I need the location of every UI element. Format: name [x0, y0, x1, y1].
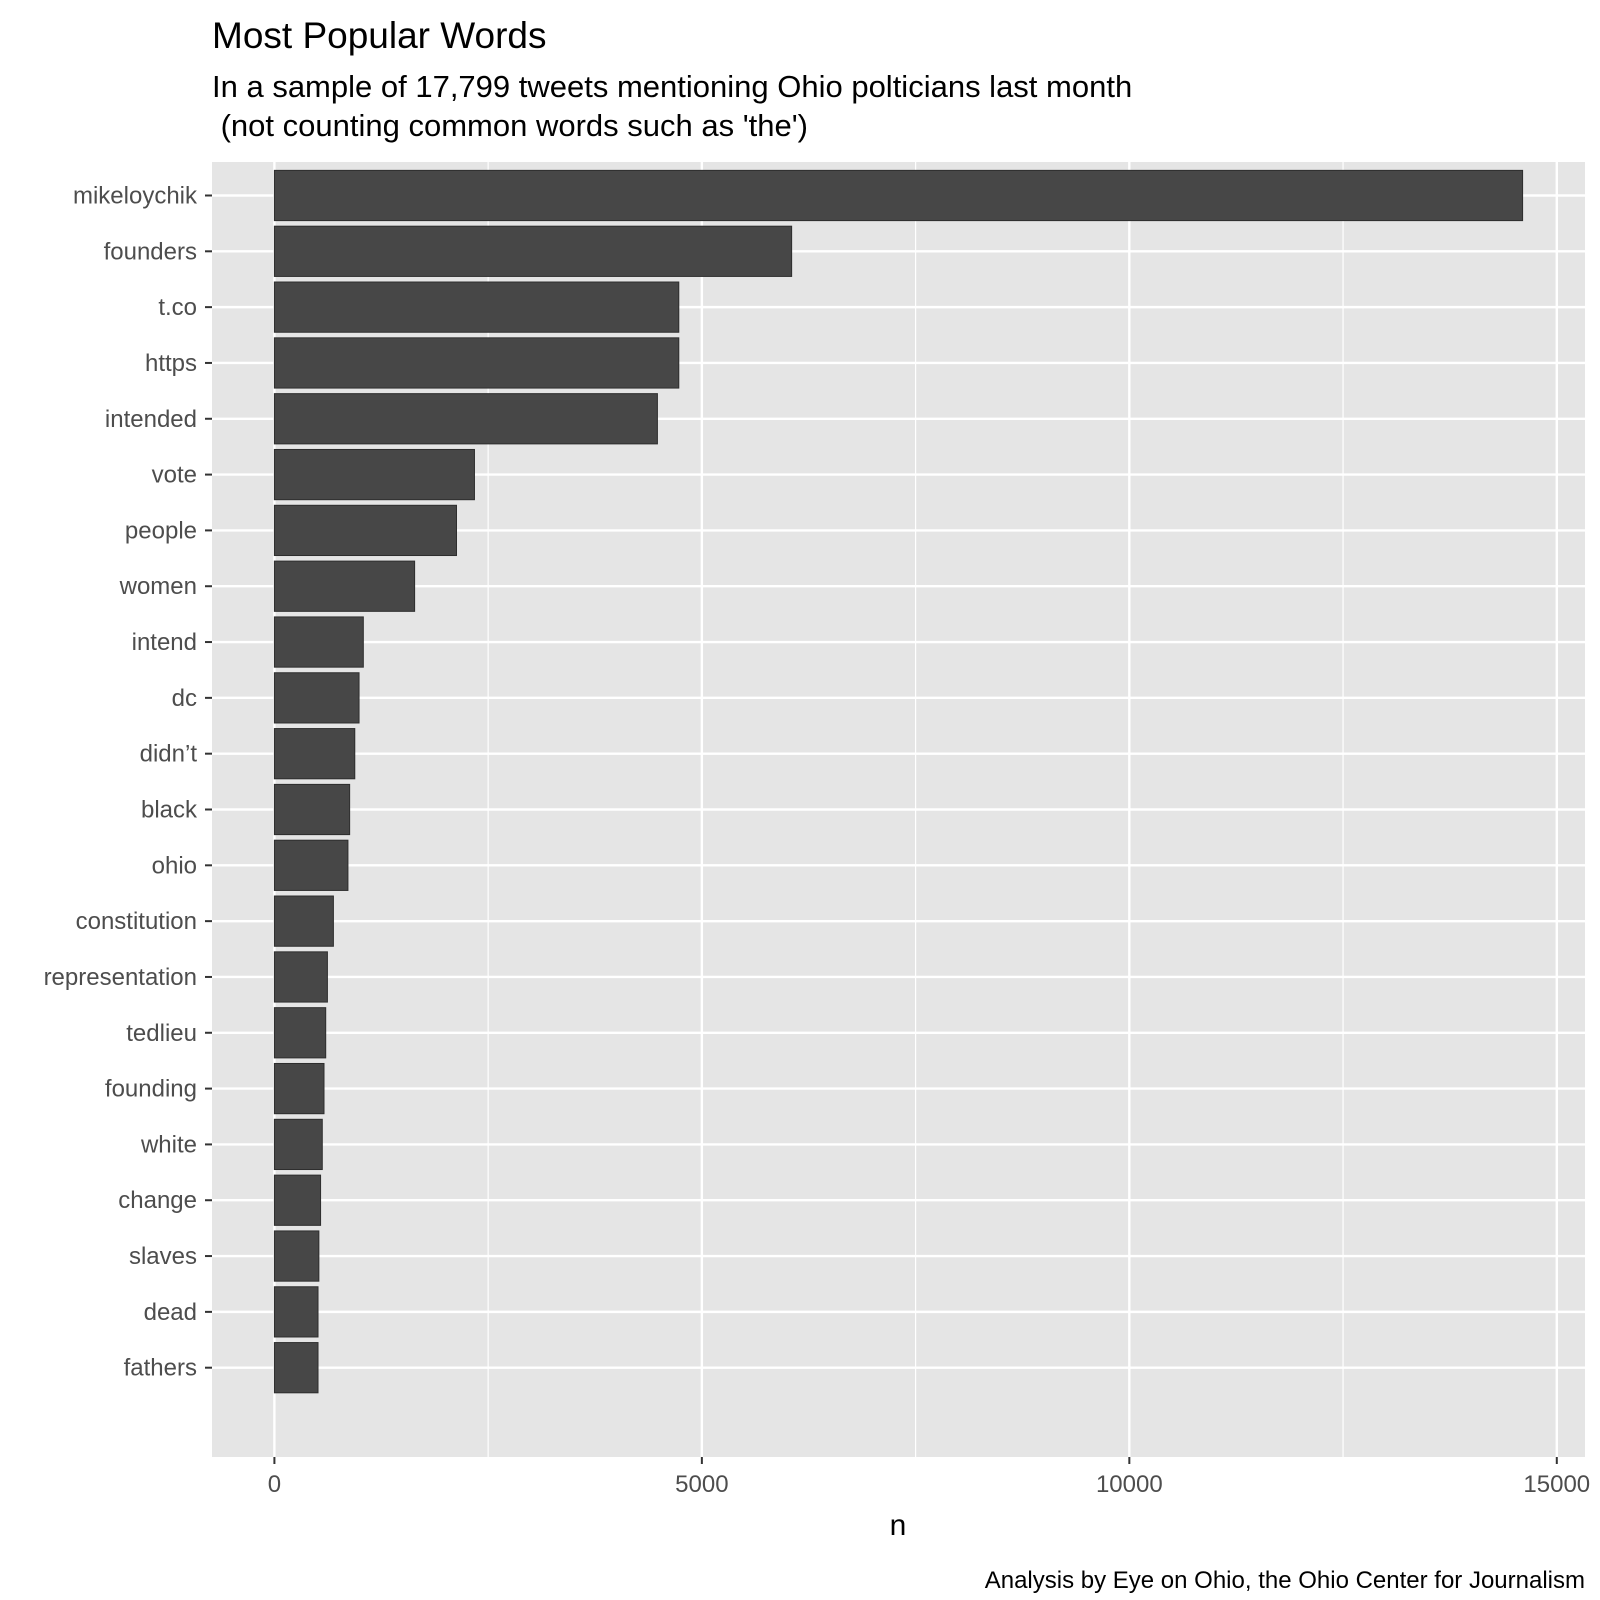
y-tick-label: tedlieu: [126, 1020, 197, 1047]
chart-subtitle-line-2: (not counting common words such as 'the'…: [212, 108, 808, 143]
y-tick-label: dead: [144, 1299, 197, 1326]
bar: [273, 169, 1524, 222]
y-tick-label: founding: [105, 1076, 197, 1103]
x-tick-label: 10000: [1096, 1471, 1163, 1498]
x-axis-title: n: [890, 1509, 907, 1542]
bar: [273, 1118, 323, 1171]
bar: [273, 1007, 327, 1059]
bar: [273, 1230, 320, 1282]
y-tick-label: didn’t: [140, 741, 198, 768]
y-tick-label: women: [119, 573, 197, 600]
x-tick-label: 5000: [675, 1471, 728, 1498]
bar: [273, 951, 328, 1003]
y-tick-label: white: [140, 1131, 197, 1158]
bar: [273, 337, 680, 389]
y-tick-label: people: [125, 517, 197, 544]
y-tick-label: dc: [172, 685, 197, 712]
bar: [273, 1342, 319, 1394]
y-axis: mikeloychik founders t.co https intended vote…: [44, 182, 212, 1382]
chart-caption: Analysis by Eye on Ohio, the Ohio Center…: [985, 1567, 1585, 1594]
bar: [273, 783, 351, 836]
y-tick-label: slaves: [129, 1243, 197, 1270]
bar: [273, 560, 416, 612]
bar: [273, 504, 458, 557]
bar: [273, 895, 334, 947]
y-tick-label: founders: [104, 238, 197, 265]
y-tick-label: change: [118, 1187, 197, 1214]
y-tick-label: representation: [44, 964, 197, 991]
bar: [273, 839, 349, 891]
y-tick-label: black: [141, 797, 198, 824]
y-tick-label: mikeloychik: [73, 182, 198, 209]
bar: [273, 1174, 322, 1226]
y-tick-label: vote: [152, 462, 197, 489]
bar: [273, 393, 658, 445]
bar: [273, 728, 356, 780]
x-tick-label: 15000: [1523, 1471, 1590, 1498]
x-tick-label: 0: [268, 1471, 281, 1498]
bar: [273, 448, 475, 501]
bar: [273, 1286, 319, 1338]
bars: [273, 169, 1524, 1394]
bar: [273, 225, 793, 277]
y-tick-label: fathers: [124, 1355, 197, 1382]
bar: [273, 281, 680, 333]
x-axis: 0 5000 10000 15000: [268, 1457, 1590, 1498]
bar: [273, 616, 364, 668]
y-tick-label: intended: [105, 406, 197, 433]
y-tick-label: ohio: [152, 852, 197, 879]
y-tick-label: intend: [132, 629, 197, 656]
y-tick-label: constitution: [76, 908, 197, 935]
y-tick-label: https: [145, 350, 197, 377]
chart-title: Most Popular Words: [212, 15, 547, 56]
y-tick-label: t.co: [158, 294, 197, 321]
bar: [273, 1062, 325, 1115]
bar: [273, 672, 360, 724]
chart-subtitle-line-1: In a sample of 17,799 tweets mentioning …: [212, 69, 1132, 104]
